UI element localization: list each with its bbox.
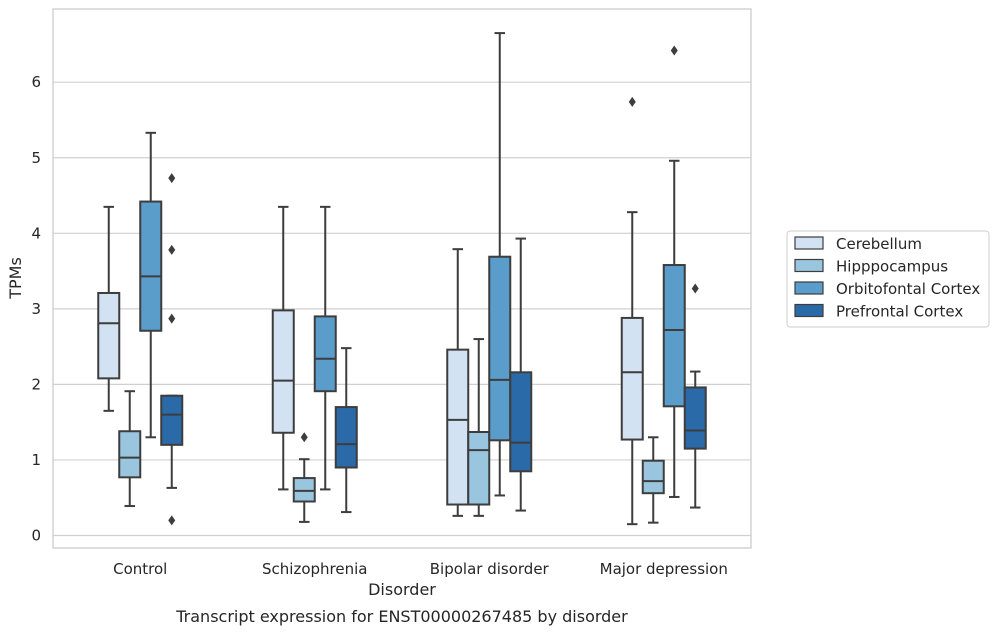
box-iqr xyxy=(271,309,295,434)
outlier-point xyxy=(691,283,699,294)
box-iqr xyxy=(467,430,491,506)
outlier-point xyxy=(168,515,176,526)
box-iqr xyxy=(313,315,337,393)
box-iqr xyxy=(446,348,470,506)
y-tick-label: 5 xyxy=(31,149,41,167)
box-0-3 xyxy=(160,173,184,526)
boxes xyxy=(97,32,707,526)
legend-frame xyxy=(786,230,990,328)
box-2-0 xyxy=(446,248,470,517)
y-axis-ticks: 0 1 2 3 4 5 6 xyxy=(31,73,41,544)
y-tick-label: 1 xyxy=(31,451,41,469)
box-3-2 xyxy=(662,45,686,498)
legend-swatch xyxy=(794,236,824,250)
outlier-point xyxy=(628,96,636,107)
box-iqr xyxy=(509,371,533,473)
box-1-0 xyxy=(271,205,295,491)
legend: Cerebellum Hipppocampus Orbitofontal Corte… xyxy=(786,230,990,328)
box-2-2 xyxy=(488,32,512,497)
legend-label: Orbitofontal Cortex xyxy=(836,280,980,298)
box-0-1 xyxy=(118,390,142,508)
box-3-1 xyxy=(641,436,665,524)
x-axis-ticks: Control Schizophrenia Bipolar disorder Majo… xyxy=(113,560,728,578)
box-iqr xyxy=(662,264,686,408)
outlier-point xyxy=(300,432,308,443)
box-iqr xyxy=(620,316,644,441)
box-iqr xyxy=(118,430,142,479)
box-1-2 xyxy=(313,205,337,491)
legend-label: Prefrontal Cortex xyxy=(836,303,963,321)
box-iqr xyxy=(334,406,358,469)
box-iqr xyxy=(488,255,512,442)
box-iqr xyxy=(641,459,665,495)
box-iqr xyxy=(139,200,163,332)
plot-frame xyxy=(52,8,752,549)
x-tick-label: Control xyxy=(113,560,167,578)
box-iqr xyxy=(292,477,316,503)
outlier-point xyxy=(670,45,678,56)
x-tick-label: Schizophrenia xyxy=(262,560,367,578)
y-tick-label: 4 xyxy=(31,224,41,242)
legend-swatch xyxy=(794,258,824,273)
outlier-point xyxy=(168,244,176,255)
y-tick-label: 2 xyxy=(31,375,41,393)
y-axis-label: TPMs xyxy=(6,257,25,300)
gridlines xyxy=(53,81,751,537)
box-0-0 xyxy=(97,205,121,412)
legend-swatch xyxy=(794,303,824,318)
box-3-0 xyxy=(620,96,644,526)
x-axis-label: Disorder xyxy=(368,580,436,599)
outlier-point xyxy=(168,313,176,324)
legend-swatch xyxy=(794,281,824,295)
box-1-3 xyxy=(334,347,358,514)
box-iqr xyxy=(160,394,184,446)
box-2-3 xyxy=(509,237,533,512)
box-iqr xyxy=(97,291,121,380)
box-3-3 xyxy=(683,283,707,509)
chart-caption: Transcript expression for ENST0000026748… xyxy=(175,607,628,626)
x-tick-label: Major depression xyxy=(600,560,728,578)
y-tick-label: 0 xyxy=(31,527,41,545)
x-tick-label: Bipolar disorder xyxy=(430,560,550,578)
box-0-2 xyxy=(139,131,163,439)
box-1-1 xyxy=(292,432,316,523)
y-tick-label: 6 xyxy=(31,73,41,91)
legend-label: Cerebellum xyxy=(836,235,922,253)
legend-label: Hipppocampus xyxy=(836,258,948,276)
outlier-point xyxy=(168,173,176,184)
y-tick-label: 3 xyxy=(31,300,41,318)
box-2-1 xyxy=(467,338,491,517)
box-iqr xyxy=(683,386,707,450)
